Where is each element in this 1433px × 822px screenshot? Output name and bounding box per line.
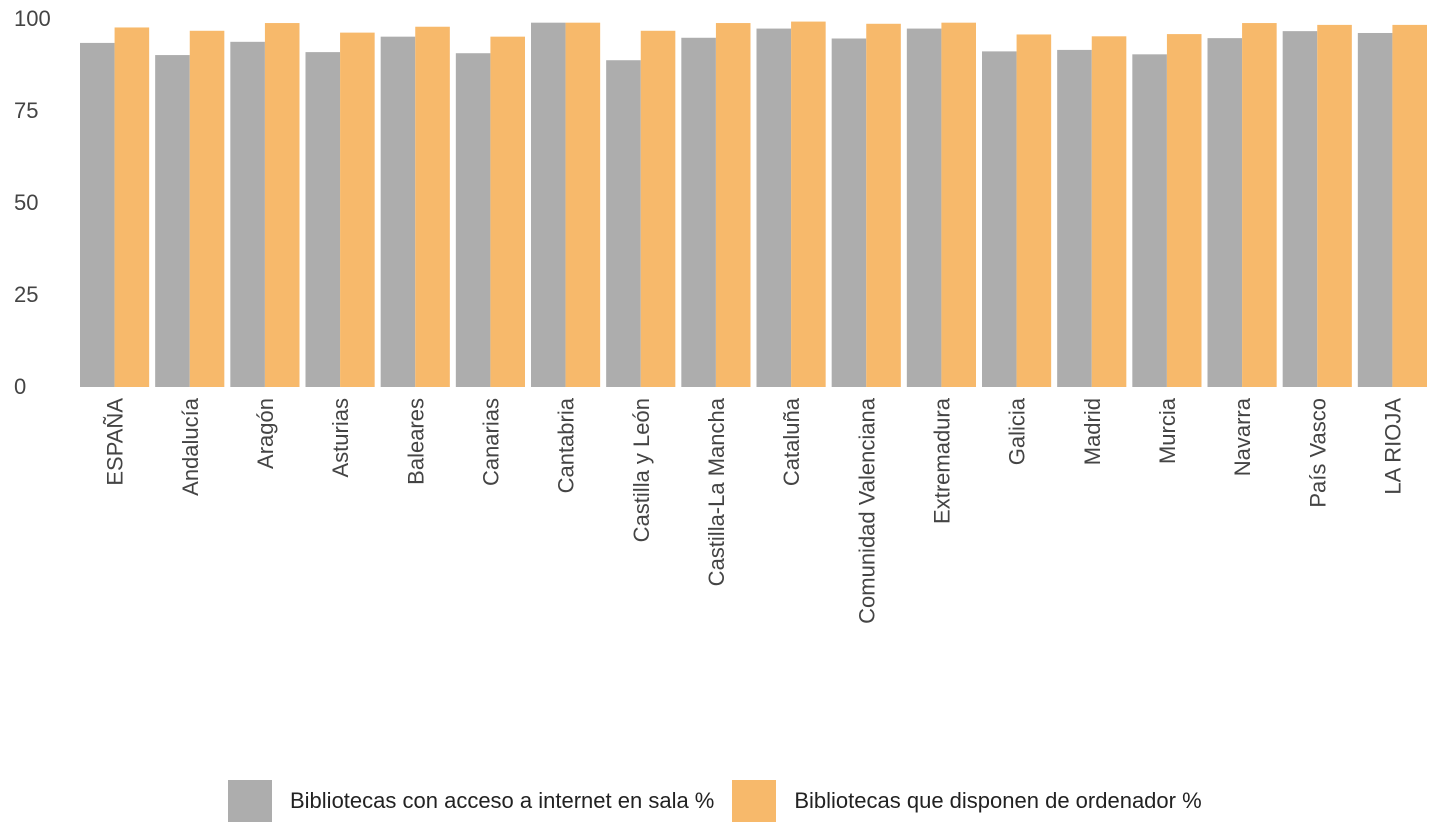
bar-internet-9 [756, 28, 792, 387]
bar-internet-16 [1282, 31, 1318, 387]
bar-ordenador-16 [1317, 24, 1352, 387]
bar-ordenador-13 [1091, 36, 1127, 388]
bar-internet-1 [155, 55, 190, 388]
bar-internet-5 [455, 53, 491, 387]
bar-ordenador-9 [791, 21, 826, 388]
x-tick-label: Cantabria [554, 397, 579, 493]
bar-internet-2 [230, 41, 265, 387]
x-tick-label: Asturias [328, 398, 353, 477]
x-tick-label: Madrid [1080, 398, 1105, 465]
bar-internet-12 [982, 51, 1017, 387]
bars-group [80, 21, 1427, 388]
legend-swatch-internet [228, 780, 272, 822]
bar-internet-6 [531, 22, 566, 388]
bar-ordenador-2 [264, 23, 300, 388]
bar-ordenador-15 [1242, 23, 1277, 388]
y-tick-label: 50 [14, 190, 38, 215]
y-axis: 0 25 50 75 100 [14, 6, 51, 399]
x-tick-label: País Vasco [1305, 398, 1330, 508]
legend-item-internet: Bibliotecas con acceso a internet en sal… [228, 780, 714, 822]
bar-internet-3 [305, 52, 341, 388]
x-tick-label: Andalucía [178, 397, 203, 496]
x-tick-label: Baleares [403, 398, 428, 485]
x-tick-label: ESPAÑA [103, 398, 128, 486]
bar-internet-0 [80, 42, 115, 388]
bar-internet-13 [1057, 49, 1092, 387]
x-tick-label: Aragón [253, 398, 278, 469]
bar-ordenador-1 [189, 30, 225, 388]
bar-ordenador-0 [114, 27, 150, 388]
bar-ordenador-12 [1016, 34, 1052, 388]
x-tick-label: Castilla y León [629, 398, 654, 542]
bar-ordenador-7 [640, 30, 676, 388]
x-tick-label: Comunidad Valenciana [854, 397, 879, 624]
bar-internet-8 [681, 37, 716, 388]
bar-internet-10 [831, 38, 867, 387]
bar-ordenador-6 [565, 22, 601, 388]
bar-internet-7 [606, 60, 641, 387]
bar-internet-14 [1132, 54, 1167, 387]
bar-ordenador-10 [866, 23, 901, 388]
bar-internet-15 [1207, 38, 1243, 387]
x-tick-label: Galicia [1005, 397, 1030, 465]
legend-item-ordenador: Bibliotecas que disponen de ordenador % [732, 780, 1202, 822]
bar-ordenador-4 [415, 26, 450, 387]
bar-ordenador-11 [941, 22, 976, 388]
x-tick-label: Murcia [1155, 397, 1180, 464]
legend-swatch-ordenador [732, 780, 777, 822]
legend: Bibliotecas con acceso a internet en sal… [228, 780, 1220, 822]
legend-label-ordenador: Bibliotecas que disponen de ordenador % [794, 788, 1202, 813]
bar-internet-4 [380, 36, 416, 387]
bar-ordenador-14 [1166, 34, 1202, 388]
bar-internet-17 [1357, 32, 1393, 387]
x-tick-label: Cataluña [779, 397, 804, 486]
bar-ordenador-5 [490, 36, 525, 387]
bar-internet-11 [906, 28, 942, 387]
y-tick-label: 75 [14, 98, 38, 123]
y-tick-label: 100 [14, 6, 51, 31]
bar-ordenador-8 [715, 23, 751, 388]
x-axis: ESPAÑA Andalucía Aragón Asturias Baleares Can… [103, 397, 1406, 624]
x-tick-label: LA RIOJA [1380, 398, 1405, 495]
x-tick-label: Navarra [1230, 397, 1255, 476]
y-tick-label: 25 [14, 282, 38, 307]
x-tick-label: Castilla-La Mancha [704, 397, 729, 586]
bar-chart: 0 25 50 75 100 ESPAÑA Andalucía Aragón Asturias… [14, 6, 1427, 624]
x-tick-label: Extremadura [929, 397, 954, 524]
bar-ordenador-17 [1392, 24, 1427, 387]
bar-ordenador-3 [340, 32, 375, 388]
x-tick-label: Canarias [478, 398, 503, 486]
y-tick-label: 0 [14, 374, 26, 399]
legend-label-internet: Bibliotecas con acceso a internet en sal… [290, 788, 715, 813]
